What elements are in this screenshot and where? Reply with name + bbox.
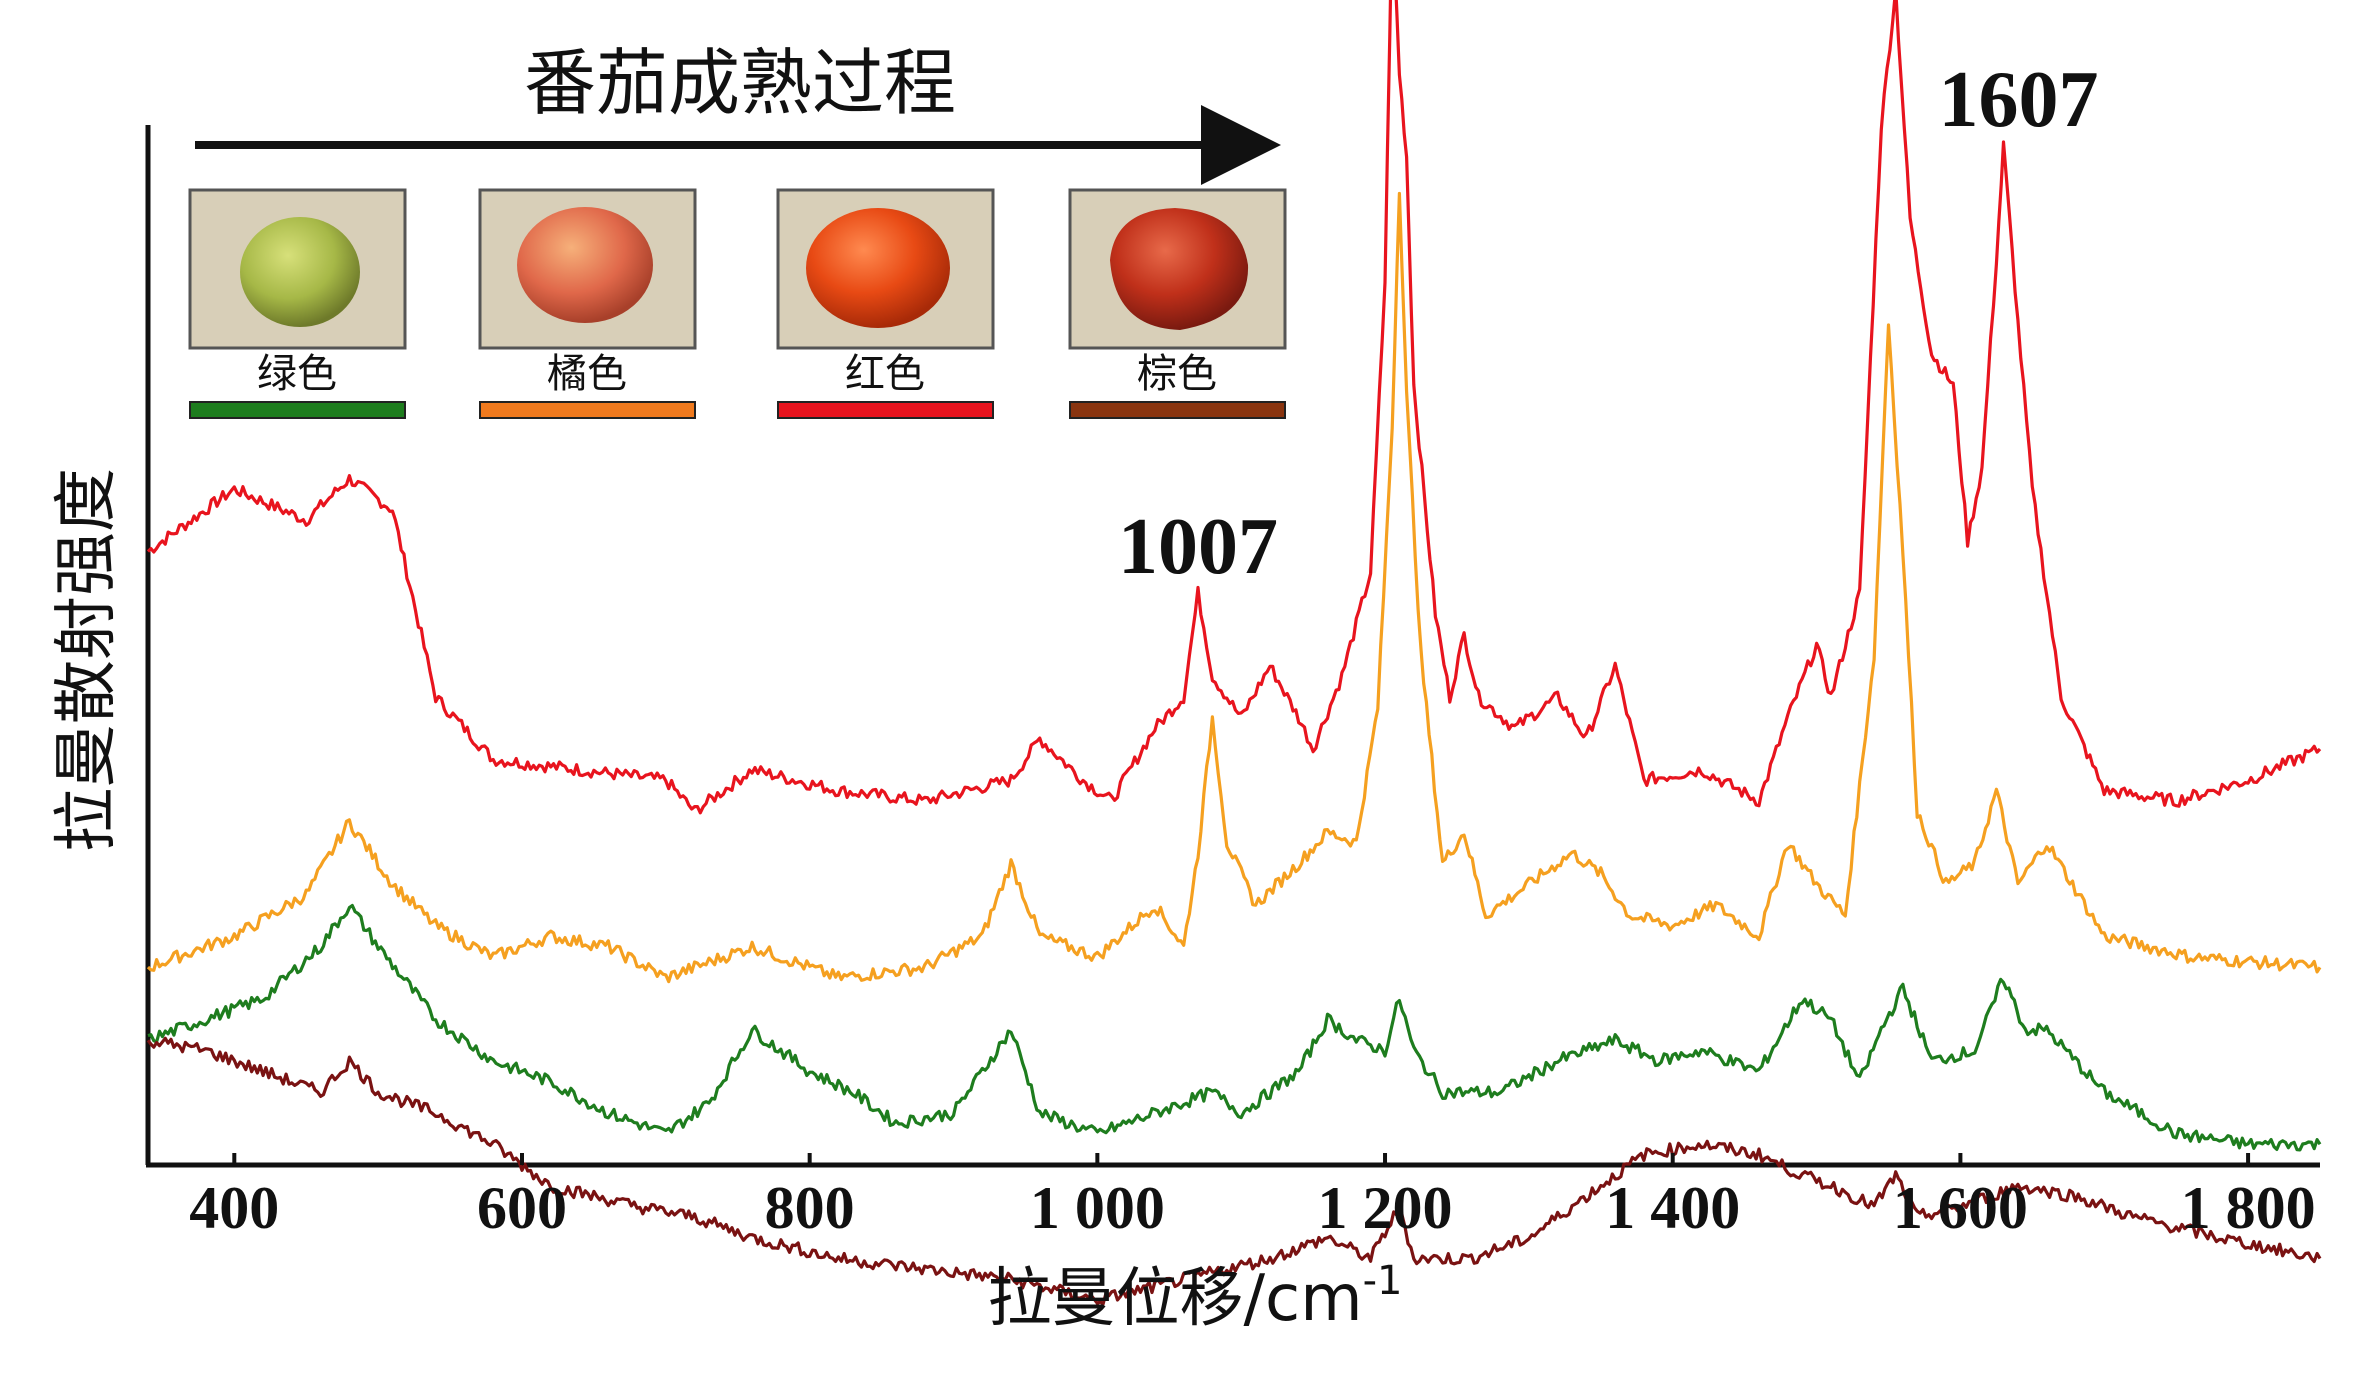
x-tick-layer: 400 600 800 1 000 1 200 1 400 1 600 1 800 [189,1153,2316,1241]
x-tick-label: 1 200 [1318,1175,1453,1241]
stage-orange-label: 橘色 [547,351,627,397]
stage-red-label: 红色 [845,351,925,397]
stage-brown: 棕色 [1068,188,1287,419]
x-axis-title-superscript: -1 [1363,1258,1403,1304]
green-tomato-icon [240,217,360,327]
x-tick-label: 1 000 [1030,1175,1165,1241]
stage-brown-label: 棕色 [1137,351,1217,397]
x-axis-title: 拉曼位移/cm-1 [988,1258,1403,1336]
stage-orange-swatch [479,401,696,419]
orange-tomato-icon [517,207,653,323]
peak-label-1607: 1607 [1939,56,2099,144]
x-tick-label: 1 800 [2181,1175,2316,1241]
stage-red: 红色 [776,188,995,419]
spectrum-line-3 [146,1036,2322,1306]
peak-label-1007: 1007 [1118,503,1278,591]
stage-brown-swatch [1069,401,1286,419]
x-tick-label: 400 [189,1175,279,1241]
stage-green-swatch [189,401,406,419]
x-tick-label: 1 600 [1893,1175,2028,1241]
stage-red-swatch [777,401,994,419]
spectrum-line-1 [146,191,2322,984]
x-tick-label: 600 [477,1175,567,1241]
spectrum-line-0 [146,0,2322,815]
stage-green-label: 绿色 [257,351,337,397]
spectrum-line-2 [147,903,2322,1152]
red-tomato-icon [806,208,950,328]
series-layer [146,0,2322,1306]
peak-label-layer: 1007115615181607 [1118,56,2099,591]
x-tick-label: 1 400 [1605,1175,1740,1241]
stage-orange: 橘色 [478,188,697,419]
stage-green: 绿色 [188,188,407,419]
process-title: 番茄成熟过程 [524,41,956,125]
x-tick-label: 800 [765,1175,855,1241]
brown-tomato-icon [1110,208,1249,330]
y-axis-title: 拉曼散射强度 [50,468,124,852]
